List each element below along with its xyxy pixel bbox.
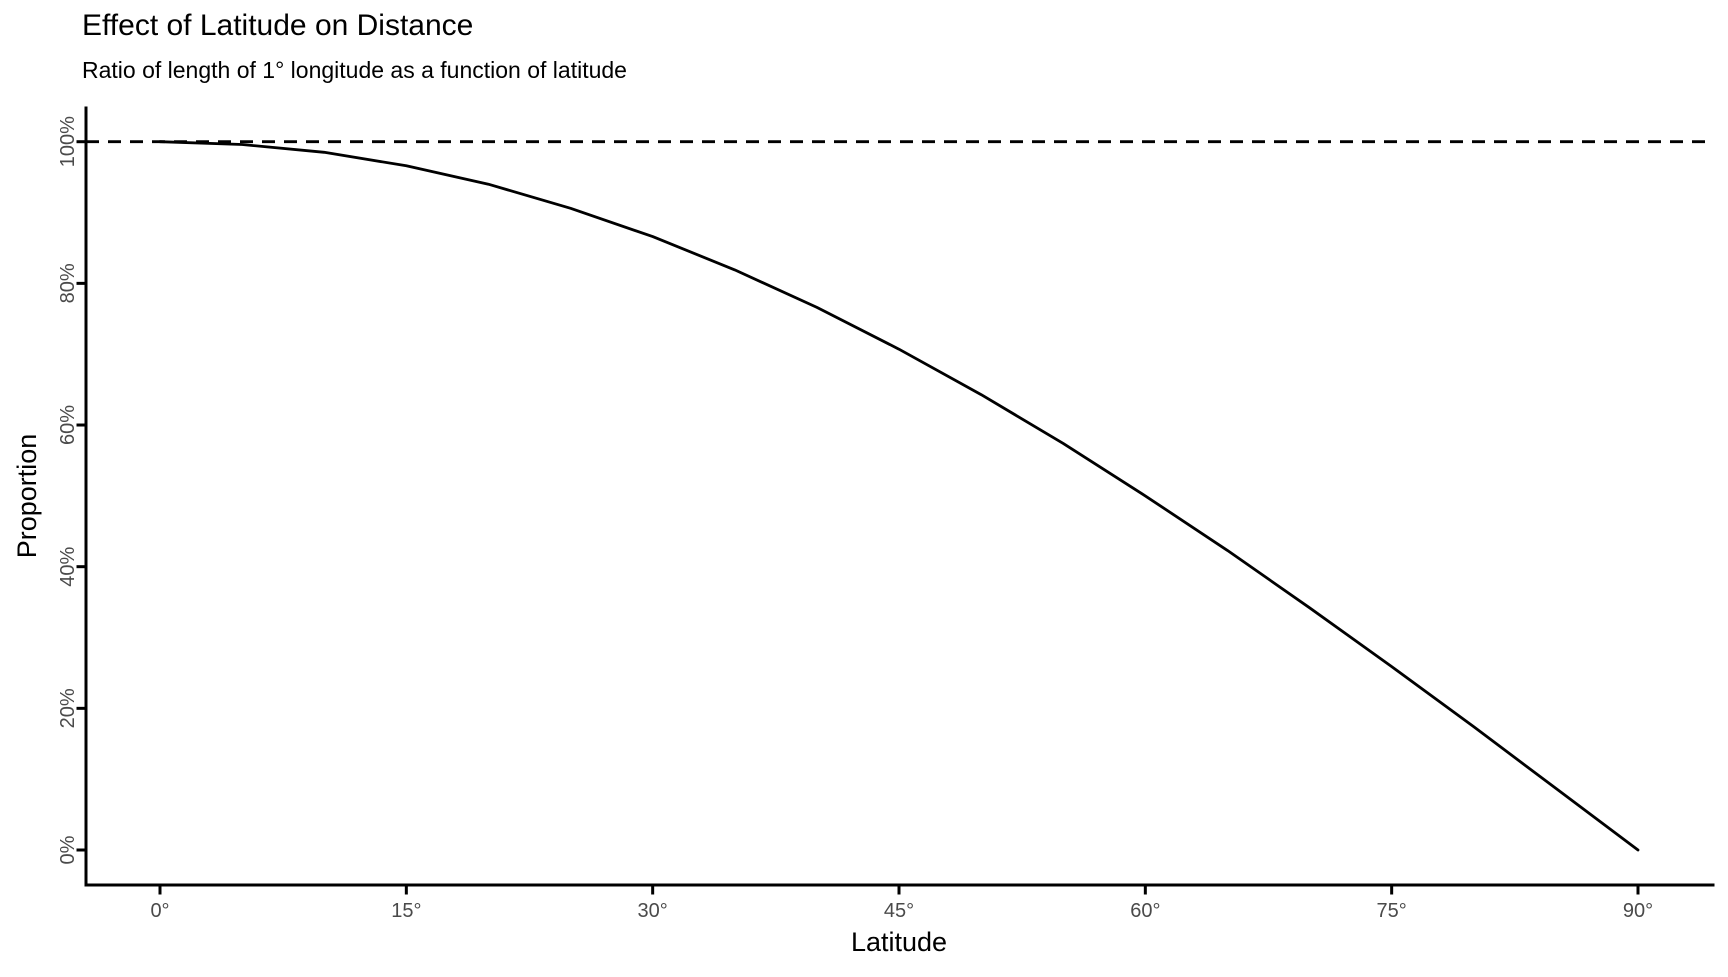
x-tick-label: 45°: [884, 900, 914, 922]
x-tick-label: 0°: [150, 900, 169, 922]
y-tick-label: 40%: [57, 546, 79, 586]
y-tick-label: 0%: [57, 835, 79, 864]
series-line-proportion-of-1deg-longitude-length: [158, 140, 1640, 852]
x-tick-label: 75°: [1377, 900, 1407, 922]
chart-title: Effect of Latitude on Distance: [82, 9, 473, 42]
y-axis: 0% 20% 40% 60% 80% 100%: [57, 106, 88, 887]
y-ticks: 0% 20% 40% 60% 80% 100%: [57, 116, 85, 864]
chart-subtitle: Ratio of length of 1° longitude as a fun…: [82, 57, 627, 83]
x-ticks: 0° 15° 30° 45° 60° 75° 90°: [150, 886, 1653, 922]
y-tick-label: 60%: [57, 405, 79, 445]
x-axis: 0° 15° 30° 45° 60° 75° 90°: [84, 883, 1715, 922]
y-axis-title: Proportion: [12, 434, 42, 559]
y-tick-label: 80%: [57, 263, 79, 303]
x-tick-label: 30°: [638, 900, 668, 922]
x-tick-label: 90°: [1623, 900, 1653, 922]
x-axis-title: Latitude: [851, 927, 947, 957]
proportion-curve: [158, 140, 1640, 852]
x-tick-label: 60°: [1130, 900, 1160, 922]
y-tick-label: 100%: [57, 116, 79, 167]
x-tick-label: 15°: [391, 900, 421, 922]
y-tick-label: 20%: [57, 688, 79, 728]
